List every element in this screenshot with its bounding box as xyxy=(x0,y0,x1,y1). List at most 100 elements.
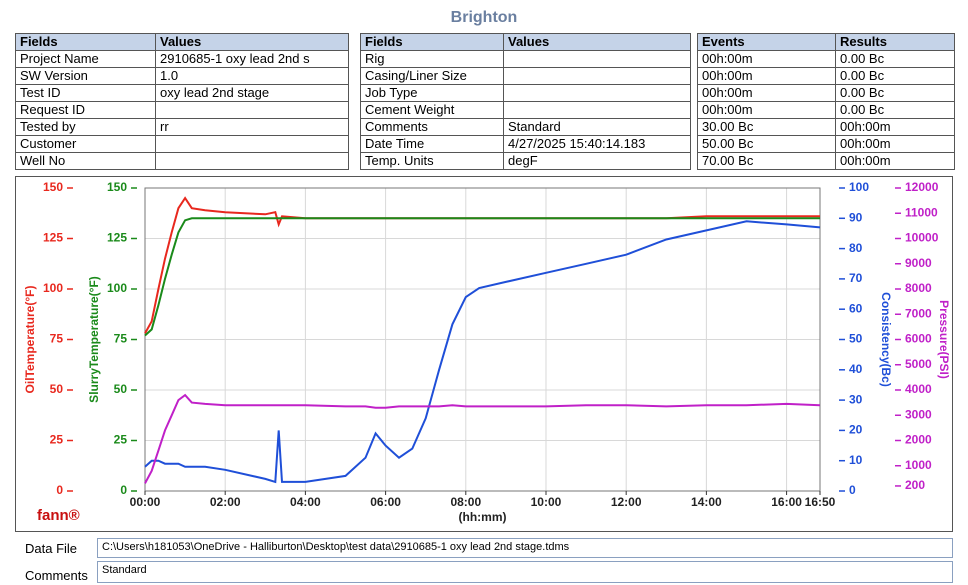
table-cell: Temp. Units xyxy=(361,153,504,170)
y-tick-label: 50 xyxy=(114,382,128,396)
y-axis-label: SlurryTemperature(°F) xyxy=(87,276,101,403)
table-cell: SW Version xyxy=(16,68,156,85)
x-tick-label: 02:00 xyxy=(210,495,241,509)
y-tick-label: 1000 xyxy=(905,458,932,472)
table-cell: Project Name xyxy=(16,51,156,68)
x-tick-label: 10:00 xyxy=(531,495,562,509)
y-tick-label: 3000 xyxy=(905,407,932,421)
x-tick-label: 16:00 xyxy=(771,495,802,509)
table-cell: Cement Weight xyxy=(361,102,504,119)
header-cell: Values xyxy=(504,34,691,51)
table-cell: 00h:00m xyxy=(836,153,955,170)
series-line xyxy=(144,393,821,484)
y-tick-label: 50 xyxy=(849,332,863,346)
table-cell: 0.00 Bc xyxy=(836,68,955,85)
x-tick-label: 14:00 xyxy=(691,495,722,509)
data-file-label: Data File xyxy=(25,541,78,556)
x-axis-label: (hh:mm) xyxy=(459,510,507,524)
table-cell: 50.00 Bc xyxy=(698,136,836,153)
x-tick-label: 16:50 xyxy=(805,495,836,509)
y-tick-label: 100 xyxy=(43,281,63,295)
table-cell xyxy=(504,68,691,85)
x-tick-label: 04:00 xyxy=(290,495,321,509)
plot-area xyxy=(144,187,821,492)
table-row: Request ID xyxy=(16,102,349,119)
chart-frame xyxy=(15,176,953,532)
table-cell: Well No xyxy=(16,153,156,170)
table-cell: 00h:00m xyxy=(698,102,836,119)
logo: fann® xyxy=(37,507,80,524)
table-cell: 1.0 xyxy=(156,68,349,85)
table-cell: 4/27/2025 15:40:14.183 xyxy=(504,136,691,153)
y-tick-label: 0 xyxy=(56,483,63,497)
table-cell: rr xyxy=(156,119,349,136)
table-cell xyxy=(504,51,691,68)
y-tick-label: 20 xyxy=(849,423,863,437)
series-line xyxy=(144,217,820,337)
info-table: Fields Values Project Name 2910685-1 oxy le… xyxy=(15,33,349,170)
y-tick-label: 200 xyxy=(905,478,925,492)
table-cell: 0.00 Bc xyxy=(836,85,955,102)
table-cell: Rig xyxy=(361,51,504,68)
table-cell: Comments xyxy=(361,119,504,136)
table-row: 00h:00m 0.00 Bc xyxy=(698,68,955,85)
y-tick-label: 25 xyxy=(114,433,128,447)
y-tick-label: 6000 xyxy=(905,332,932,346)
table-cell: 70.00 Bc xyxy=(698,153,836,170)
y-tick-label: 60 xyxy=(849,301,863,315)
data-file-row: Data File C:\Users\h181053\OneDrive - Ha… xyxy=(15,538,953,558)
y-tick-label: 100 xyxy=(849,180,869,194)
y-tick-label: 4000 xyxy=(905,382,932,396)
y-tick-label: 0 xyxy=(120,483,127,497)
info-table: Fields Values Rig Casing/Liner Size Job Type… xyxy=(360,33,691,170)
table-cell: degF xyxy=(504,153,691,170)
y-tick-label: 12000 xyxy=(905,180,939,194)
table-cell: oxy lead 2nd stage xyxy=(156,85,349,102)
y-tick-label: 2000 xyxy=(905,433,932,447)
table-row: Casing/Liner Size xyxy=(361,68,691,85)
title: Brighton xyxy=(450,9,518,26)
header-row: Events Results xyxy=(698,34,955,51)
header-cell: Results xyxy=(836,34,955,51)
table-row: 50.00 Bc 00h:00m xyxy=(698,136,955,153)
header-cell: Values xyxy=(156,34,349,51)
y-tick-label: 30 xyxy=(849,392,863,406)
y-tick-label: 125 xyxy=(43,231,63,245)
y-tick-label: 7000 xyxy=(905,306,932,320)
y-tick-label: 8000 xyxy=(905,281,932,295)
header-cell: Fields xyxy=(361,34,504,51)
y-tick-label: 75 xyxy=(50,332,64,346)
x-tick-label: 00:00 xyxy=(130,495,161,509)
table-cell: Request ID xyxy=(16,102,156,119)
header-row: Fields Values xyxy=(361,34,691,51)
y-tick-label: 40 xyxy=(849,362,863,376)
y-tick-label: 80 xyxy=(849,241,863,255)
y-tick-label: 5000 xyxy=(905,357,932,371)
y-tick-label: 11000 xyxy=(905,205,938,219)
y-tick-label: 125 xyxy=(107,231,127,245)
table-cell: Standard xyxy=(504,119,691,136)
table-row: SW Version 1.0 xyxy=(16,68,349,85)
table-cell xyxy=(156,102,349,119)
table-cell: Customer xyxy=(16,136,156,153)
table-cell xyxy=(156,153,349,170)
y-tick-label: 25 xyxy=(50,433,64,447)
comments-label: Comments xyxy=(25,568,88,583)
table-row: Comments Standard xyxy=(361,119,691,136)
table-cell xyxy=(504,102,691,119)
header-cell: Fields xyxy=(16,34,156,51)
comments-field[interactable]: Standard xyxy=(97,561,953,583)
x-tick-label: 12:00 xyxy=(611,495,642,509)
table-cell: Casing/Liner Size xyxy=(361,68,504,85)
y-tick-label: 70 xyxy=(849,271,863,285)
data-file-field[interactable]: C:\Users\h181053\OneDrive - Halliburton\… xyxy=(97,538,953,558)
table-cell: 00h:00m xyxy=(836,136,955,153)
y-tick-label: 90 xyxy=(849,210,863,224)
series-line xyxy=(144,220,821,484)
table-row: Job Type xyxy=(361,85,691,102)
table-cell: 00h:00m xyxy=(698,68,836,85)
table-cell: 0.00 Bc xyxy=(836,102,955,119)
table-cell: Tested by xyxy=(16,119,156,136)
table-cell: 0.00 Bc xyxy=(836,51,955,68)
